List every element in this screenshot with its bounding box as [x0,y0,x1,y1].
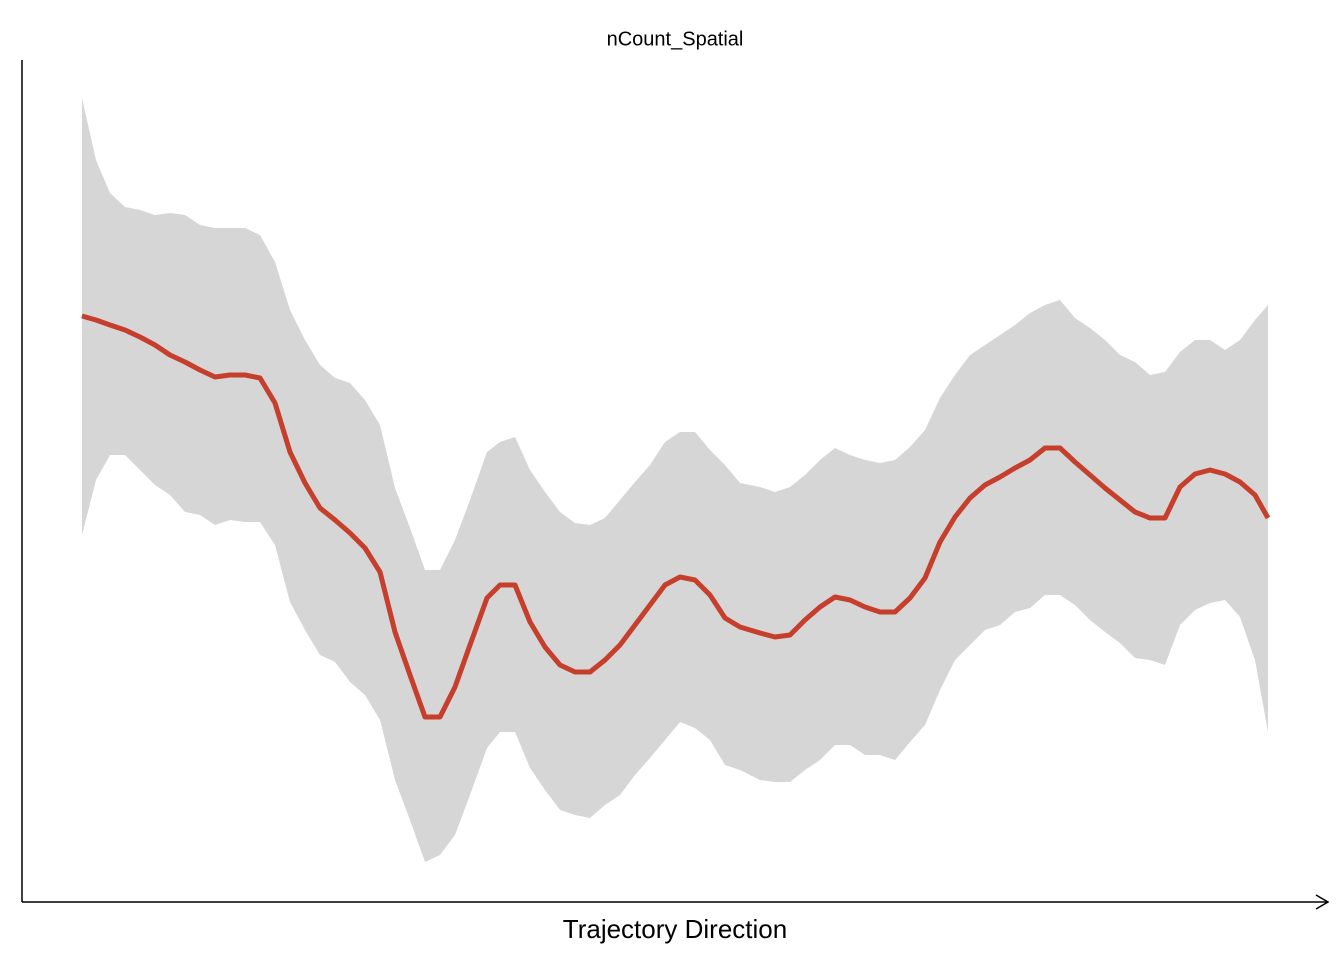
confidence-band [82,98,1268,862]
x-axis-arrow [1315,894,1330,910]
x-axis-label: Trajectory Direction [563,914,787,944]
plot-area [81,98,1271,862]
chart-title: nCount_Spatial [607,28,744,50]
trend-line [81,313,1271,720]
